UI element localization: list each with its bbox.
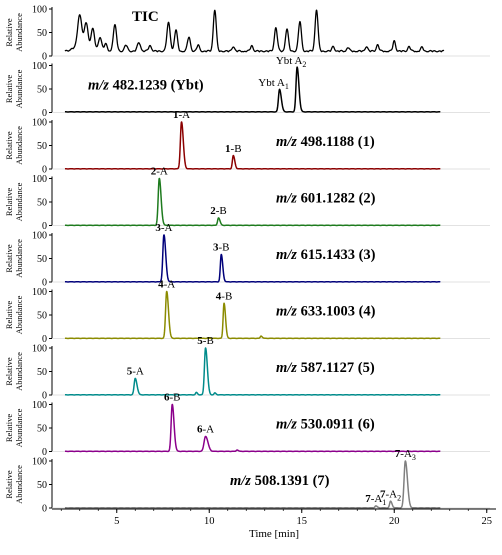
y-tick-label: 50: [37, 254, 47, 265]
series-trace-6: [64, 403, 441, 453]
panel-label: m/z 633.1003 (4): [276, 304, 376, 320]
peak-label: 2-A: [151, 166, 168, 178]
y-tick-label: 100: [32, 344, 47, 355]
series-trace-1: [64, 121, 441, 170]
peak-label: 4-B: [216, 290, 233, 302]
y-tick-label: 100: [32, 287, 47, 298]
y-tick-label: 50: [37, 28, 47, 39]
y-tick-label: 0: [42, 165, 47, 176]
series-trace-3: [64, 234, 441, 283]
peak-label: 6-B: [164, 392, 181, 404]
panel-label: m/z 601.1282 (2): [276, 191, 376, 207]
panel-label: m/z 498.1188 (1): [276, 134, 375, 150]
y-tick-label: 50: [37, 311, 47, 322]
series-trace-4: [64, 290, 441, 340]
peak-label: 7-A3: [395, 448, 416, 462]
peak-label: 3-A: [155, 222, 172, 234]
panel-5: 0 50 100 RelativeAbundance m/z 587.1127 (5) 5…: [4, 335, 490, 402]
peak-label: 5-A: [127, 366, 144, 378]
x-tick-label: 10: [204, 516, 215, 527]
peak-label: Ybt A2: [276, 55, 307, 69]
y-tick-label: 0: [42, 278, 47, 289]
series-trace-5: [64, 347, 441, 396]
peak-label: 6-A: [197, 423, 214, 435]
series-trace-TIC: [64, 9, 445, 53]
y-tick-label: 0: [42, 504, 47, 515]
y-tick-label: 50: [37, 424, 47, 435]
peak-label: 1-B: [225, 143, 242, 155]
panel-3: 0 50 100 RelativeAbundance m/z 615.1433 (3) 3…: [4, 222, 490, 289]
y-axis-label: RelativeAbundance: [4, 352, 24, 391]
y-tick-label: 0: [42, 334, 47, 345]
series-trace-2: [64, 177, 441, 227]
y-axis-label: RelativeAbundance: [4, 182, 24, 221]
y-axis-label: RelativeAbundance: [4, 408, 24, 447]
y-axis-label: RelativeAbundance: [4, 239, 24, 278]
panel-label: m/z 482.1239 (Ybt): [88, 78, 204, 94]
peak-label: 1-A: [173, 109, 190, 121]
y-tick-label: 50: [37, 85, 47, 96]
y-tick-label: 0: [42, 52, 47, 63]
x-tick-label: 20: [389, 516, 400, 527]
y-axis-label: RelativeAbundance: [4, 465, 24, 504]
panel-6: 0 50 100 RelativeAbundance m/z 530.0911 (6) 6…: [4, 392, 490, 458]
peak-label: 2-B: [210, 205, 227, 217]
x-axis-label: Time [min]: [249, 528, 299, 540]
x-tick-label: 5: [114, 516, 119, 527]
y-tick-label: 0: [42, 447, 47, 458]
y-axis-label: RelativeAbundance: [4, 295, 24, 334]
series-trace-Ybt: [64, 66, 441, 113]
y-tick-label: 0: [42, 391, 47, 402]
y-tick-label: 0: [42, 108, 47, 119]
y-axis-label: RelativeAbundance: [4, 126, 24, 165]
panel-TIC: 0 50 100 RelativeAbundance TIC: [4, 5, 490, 63]
y-tick-label: 0: [42, 221, 47, 232]
peak-label: 7-A2: [380, 488, 401, 502]
y-tick-label: 100: [32, 231, 47, 242]
peak-label: 5-B: [197, 335, 214, 347]
panel-2: 0 50 100 RelativeAbundance m/z 601.1282 (2) 2…: [4, 166, 490, 232]
panel-4: 0 50 100 RelativeAbundance m/z 633.1003 (4) 4…: [4, 279, 490, 345]
y-tick-label: 100: [32, 5, 47, 16]
y-tick-label: 100: [32, 457, 47, 468]
peak-label: 4-A: [158, 279, 175, 291]
x-tick-label: 15: [297, 516, 308, 527]
panel-7: 0 50 100 RelativeAbundance m/z 508.1391 (7) 7…: [4, 448, 490, 515]
panel-1: 0 50 100 RelativeAbundance m/z 498.1188 (1) 1…: [4, 109, 490, 176]
y-tick-label: 50: [37, 198, 47, 209]
y-tick-label: 100: [32, 174, 47, 185]
y-tick-label: 100: [32, 400, 47, 411]
y-axis-label: RelativeAbundance: [4, 69, 24, 108]
panel-label: m/z 587.1127 (5): [276, 360, 375, 376]
y-tick-label: 50: [37, 367, 47, 378]
y-tick-label: 100: [32, 118, 47, 129]
peak-label: 3-B: [213, 242, 230, 254]
y-tick-label: 50: [37, 480, 47, 491]
panel-Ybt: 0 50 100 RelativeAbundance m/z 482.1239 (Ybt…: [4, 55, 490, 119]
peak-label: Ybt A1: [258, 77, 289, 91]
panel-label: TIC: [132, 9, 159, 25]
panel-label: m/z 530.0911 (6): [276, 417, 375, 433]
panel-label: m/z 508.1391 (7): [230, 473, 330, 489]
y-tick-label: 50: [37, 141, 47, 152]
y-axis-label: RelativeAbundance: [4, 13, 24, 52]
panel-label: m/z 615.1433 (3): [276, 247, 376, 263]
peak-label: 7-A1: [365, 493, 386, 507]
series-trace-7: [64, 460, 441, 509]
x-tick-label: 25: [482, 516, 493, 527]
y-tick-label: 100: [32, 61, 47, 72]
